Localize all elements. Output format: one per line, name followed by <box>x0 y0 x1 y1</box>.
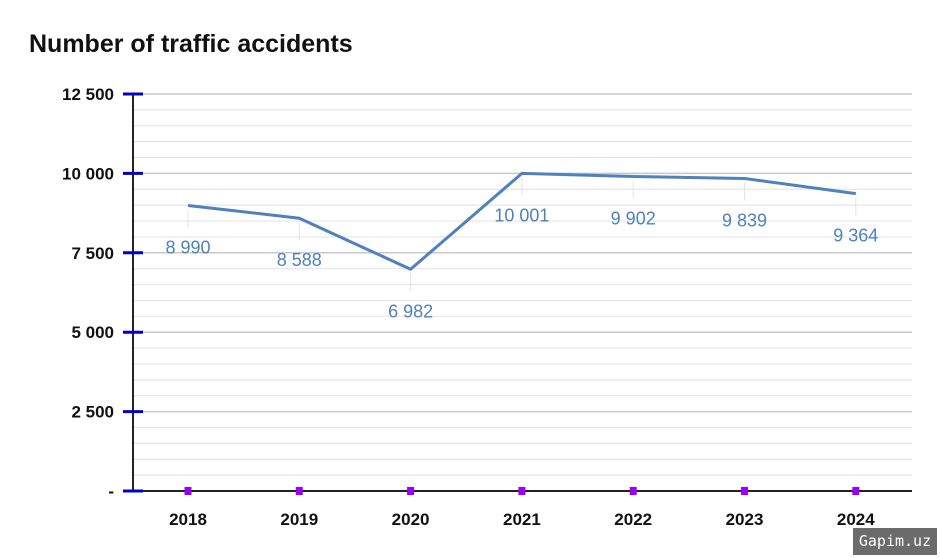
y-tick-label: 5 000 <box>71 323 114 342</box>
data-label: 9 839 <box>722 211 767 231</box>
data-label: 8 588 <box>277 250 322 270</box>
x-tick-marker <box>518 487 526 495</box>
y-tick-label: 10 000 <box>62 164 114 183</box>
x-tick-marker <box>852 487 860 495</box>
x-tick-marker <box>741 487 748 495</box>
x-tick-marker <box>295 487 303 495</box>
y-tick-label: 2 500 <box>71 403 114 422</box>
x-tick-label: 2021 <box>503 510 541 529</box>
x-tick-label: 2018 <box>169 510 207 529</box>
x-tick-label: 2019 <box>280 510 318 529</box>
y-tick-label: 12 500 <box>62 85 114 104</box>
data-label: 9 902 <box>611 209 656 229</box>
x-tick-marker <box>184 487 192 495</box>
data-label: 10 001 <box>494 205 549 225</box>
data-label: 6 982 <box>388 301 433 321</box>
x-tick-label: 2023 <box>726 510 764 529</box>
x-tick-marker <box>629 487 637 495</box>
x-tick-marker <box>407 487 415 495</box>
x-tick-label: 2020 <box>392 510 430 529</box>
x-tick-label: 2024 <box>837 510 875 529</box>
data-label: 8 990 <box>165 237 210 257</box>
x-tick-label: 2022 <box>614 510 652 529</box>
data-label: 9 364 <box>833 226 878 246</box>
watermark: Gapim.uz <box>853 528 937 555</box>
y-tick-label: 7 500 <box>71 244 114 263</box>
series-line <box>187 171 857 271</box>
chart-title: Number of traffic accidents <box>29 30 353 58</box>
y-tick-label: - <box>108 482 114 501</box>
